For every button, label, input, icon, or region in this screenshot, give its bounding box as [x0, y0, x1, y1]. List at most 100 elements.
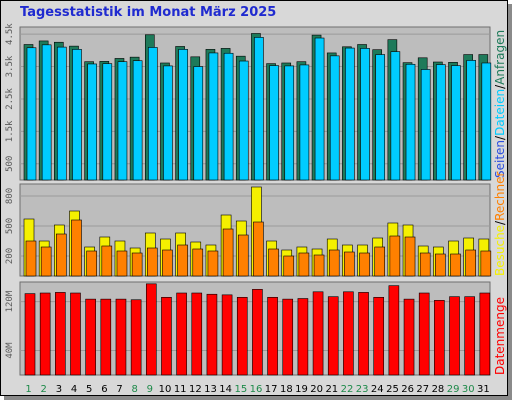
bar-datenmenge — [206, 293, 218, 376]
bar-dateien — [405, 63, 416, 181]
bar-dateien — [284, 65, 295, 181]
bar-datenmenge — [282, 298, 294, 376]
bar-datenmenge — [388, 285, 400, 376]
day-label: 20 — [310, 384, 323, 395]
bar-datenmenge — [464, 296, 475, 376]
bar-datenmenge — [267, 296, 278, 376]
day-label: 6 — [101, 384, 107, 395]
bar-rechner — [328, 249, 340, 277]
bar-rechner — [222, 228, 234, 277]
day-label: 13 — [204, 384, 217, 395]
bar-datenmenge — [343, 291, 354, 376]
bar-rechner — [344, 251, 355, 277]
bar-dateien — [314, 37, 325, 181]
bar-datenmenge — [236, 296, 248, 376]
bar-dateien — [193, 66, 204, 181]
bar-rechner — [131, 252, 143, 277]
day-label: 31 — [477, 384, 490, 395]
day-label: 21 — [325, 384, 338, 395]
bar-dateien — [451, 65, 461, 181]
day-label: 16 — [250, 384, 263, 395]
bar-rechner — [56, 233, 67, 277]
legend-separator: / — [493, 84, 507, 89]
bar-dateien — [26, 47, 37, 181]
day-label: 29 — [447, 384, 460, 395]
bar-dateien — [420, 69, 431, 181]
bar-datenmenge — [434, 300, 445, 376]
bar-dateien — [360, 48, 370, 181]
bar-dateien — [41, 44, 52, 181]
y-tick-label: 500 — [5, 218, 15, 234]
bar-rechner — [237, 234, 249, 277]
day-label: 12 — [189, 384, 202, 395]
bar-dateien — [87, 63, 97, 181]
bar-datenmenge — [327, 296, 339, 376]
bar-datenmenge — [145, 283, 157, 376]
bar-rechner — [101, 245, 113, 277]
bar-dateien — [163, 65, 173, 181]
bar-dateien — [208, 52, 219, 181]
bar-rechner — [450, 253, 461, 277]
legend-separator: / — [493, 135, 507, 140]
bar-rechner — [146, 247, 158, 277]
bar-dateien — [238, 60, 249, 181]
day-label: 5 — [86, 384, 92, 395]
bar-rechner — [71, 219, 82, 277]
bar-rechner — [465, 249, 476, 277]
frame-shadow-right — [508, 4, 512, 400]
bar-rechner — [374, 246, 386, 277]
bar-rechner — [177, 244, 188, 277]
day-label: 28 — [432, 384, 445, 395]
day-label: 30 — [462, 384, 475, 395]
bar-rechner — [480, 250, 492, 277]
bar-dateien — [117, 61, 128, 181]
bar-rechner — [419, 252, 431, 277]
bar-datenmenge — [70, 292, 81, 376]
bar-datenmenge — [115, 298, 127, 376]
bar-datenmenge — [479, 292, 491, 376]
y-tick-label: 2.5k — [5, 88, 15, 110]
day-label: 18 — [280, 384, 293, 395]
day-label: 9 — [147, 384, 153, 395]
y-tick-label: 120M — [5, 290, 15, 312]
day-label: 3 — [56, 384, 62, 395]
y-tick-label: 3.5k — [5, 55, 15, 77]
bar-rechner — [435, 253, 446, 277]
day-label: 25 — [386, 384, 399, 395]
day-label: 8 — [132, 384, 138, 395]
day-label: 14 — [219, 384, 232, 395]
bar-dateien — [147, 47, 158, 181]
day-label: 10 — [159, 384, 172, 395]
day-label: 4 — [71, 384, 77, 395]
bar-rechner — [283, 255, 295, 277]
legend-rechner: Rechner — [493, 172, 507, 221]
legend-top: Seiten/Dateien/Anfragen — [493, 30, 507, 178]
day-label: 27 — [416, 384, 429, 395]
bar-rechner — [86, 250, 97, 277]
bar-rechner — [162, 249, 173, 277]
legend-middle: Besuche/Rechner — [493, 172, 507, 276]
y-tick-label: 4.5k — [5, 23, 15, 45]
bar-datenmenge — [100, 298, 112, 376]
bar-dateien — [329, 55, 340, 181]
y-tick-label: 200 — [5, 248, 15, 264]
bar-datenmenge — [449, 296, 460, 376]
bar-datenmenge — [221, 294, 233, 376]
bar-rechner — [40, 246, 52, 277]
y-tick-label: 500 — [5, 156, 15, 172]
bar-datenmenge — [373, 296, 385, 376]
bar-dateien — [269, 65, 279, 181]
day-label: 17 — [265, 384, 278, 395]
bar-dateien — [481, 62, 492, 181]
y-tick-label: 40M — [5, 342, 15, 359]
day-label: 7 — [116, 384, 122, 395]
legend-besuche: Besuche — [493, 225, 507, 276]
bar-dateien — [132, 60, 143, 181]
frame-shadow-bottom — [4, 396, 512, 400]
bar-dateien — [254, 37, 264, 181]
bar-dateien — [178, 49, 188, 181]
day-label: 26 — [401, 384, 414, 395]
bar-dateien — [436, 64, 446, 181]
legend-separator: / — [493, 220, 507, 225]
